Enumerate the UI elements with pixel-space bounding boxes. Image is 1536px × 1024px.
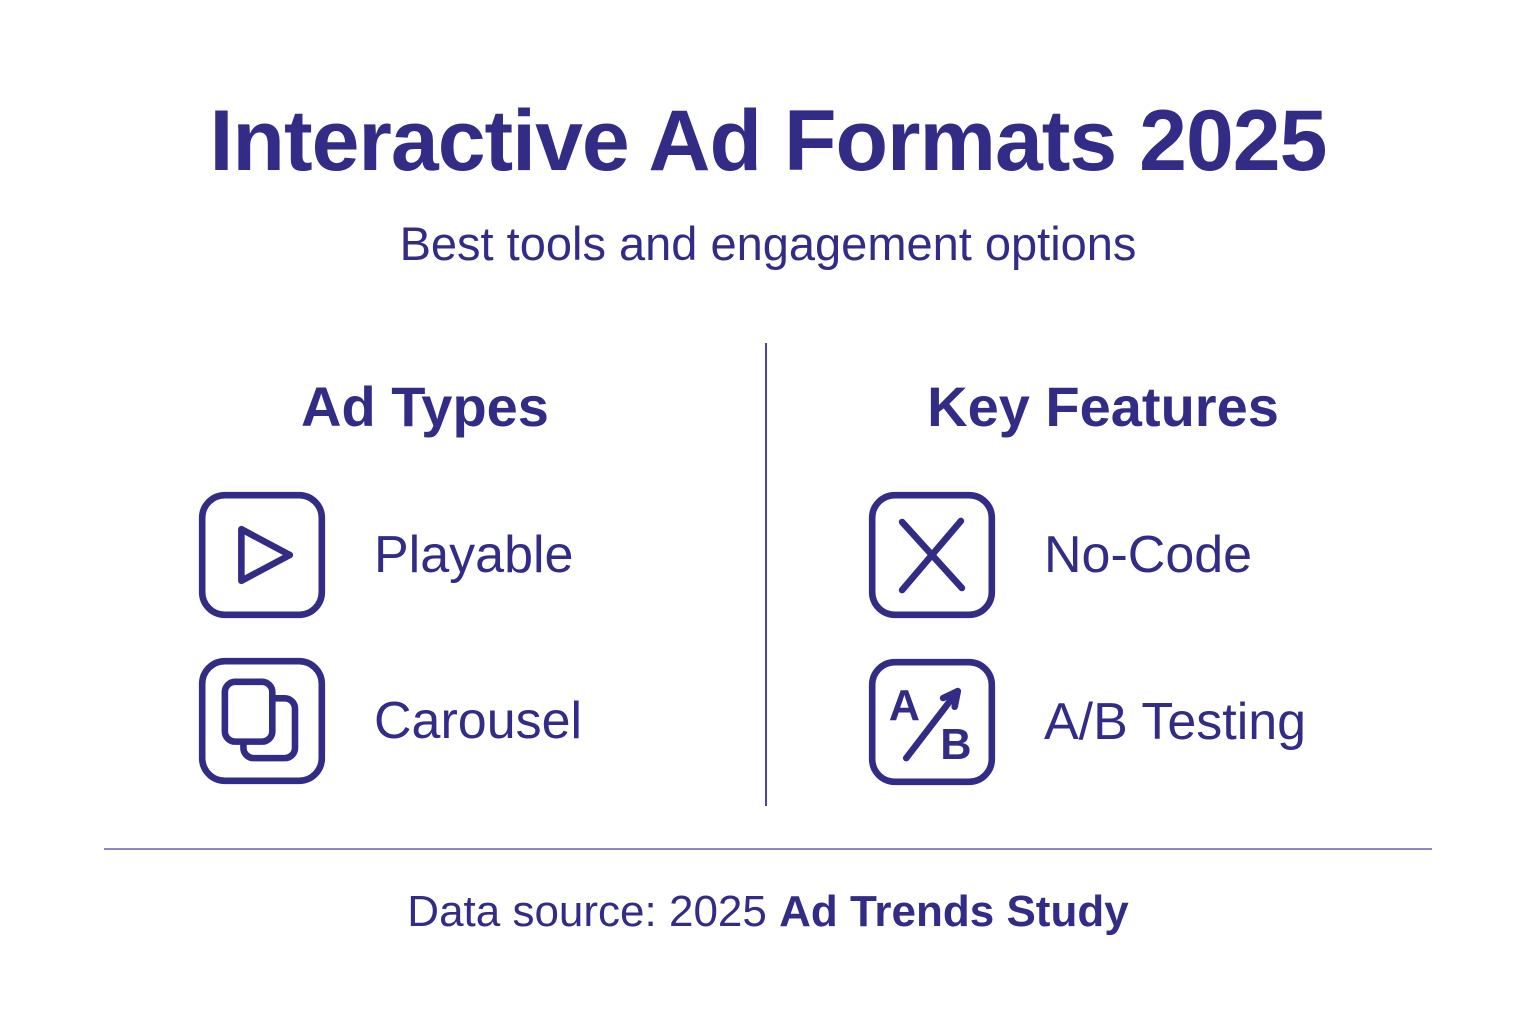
- carousel-icon: [196, 655, 328, 787]
- ab-icon-letter-b: B: [940, 721, 971, 769]
- page-subtitle: Best tools and engagement options: [399, 217, 1137, 270]
- vertical-divider: [765, 343, 767, 806]
- data-source-name: Ad Trends Study: [779, 887, 1129, 936]
- ab-testing-icon: A B: [866, 656, 998, 788]
- feature-label: No-Code: [1044, 526, 1253, 584]
- x-cross-icon: [866, 489, 998, 621]
- feature-row-carousel: Carousel: [196, 655, 582, 787]
- feature-row-ab-testing: A B A/B Testing: [866, 656, 1306, 788]
- page-title: Interactive Ad Formats 2025: [209, 93, 1328, 189]
- feature-label: Carousel: [374, 692, 583, 750]
- data-source-prefix: Data source: 2025: [407, 887, 767, 936]
- column-header-ad-types: Ad Types: [301, 375, 549, 438]
- feature-row-playable: Playable: [196, 489, 573, 621]
- column-header-key-features: Key Features: [927, 375, 1279, 438]
- horizontal-divider: [104, 848, 1432, 850]
- feature-label: Playable: [374, 526, 574, 584]
- data-source-note: Data source: 2025 Ad Trends Study: [0, 886, 1536, 939]
- ab-icon-letter-a: A: [889, 682, 920, 730]
- feature-row-no-code: No-Code: [866, 489, 1252, 621]
- play-icon: [196, 489, 328, 621]
- feature-label: A/B Testing: [1044, 693, 1307, 751]
